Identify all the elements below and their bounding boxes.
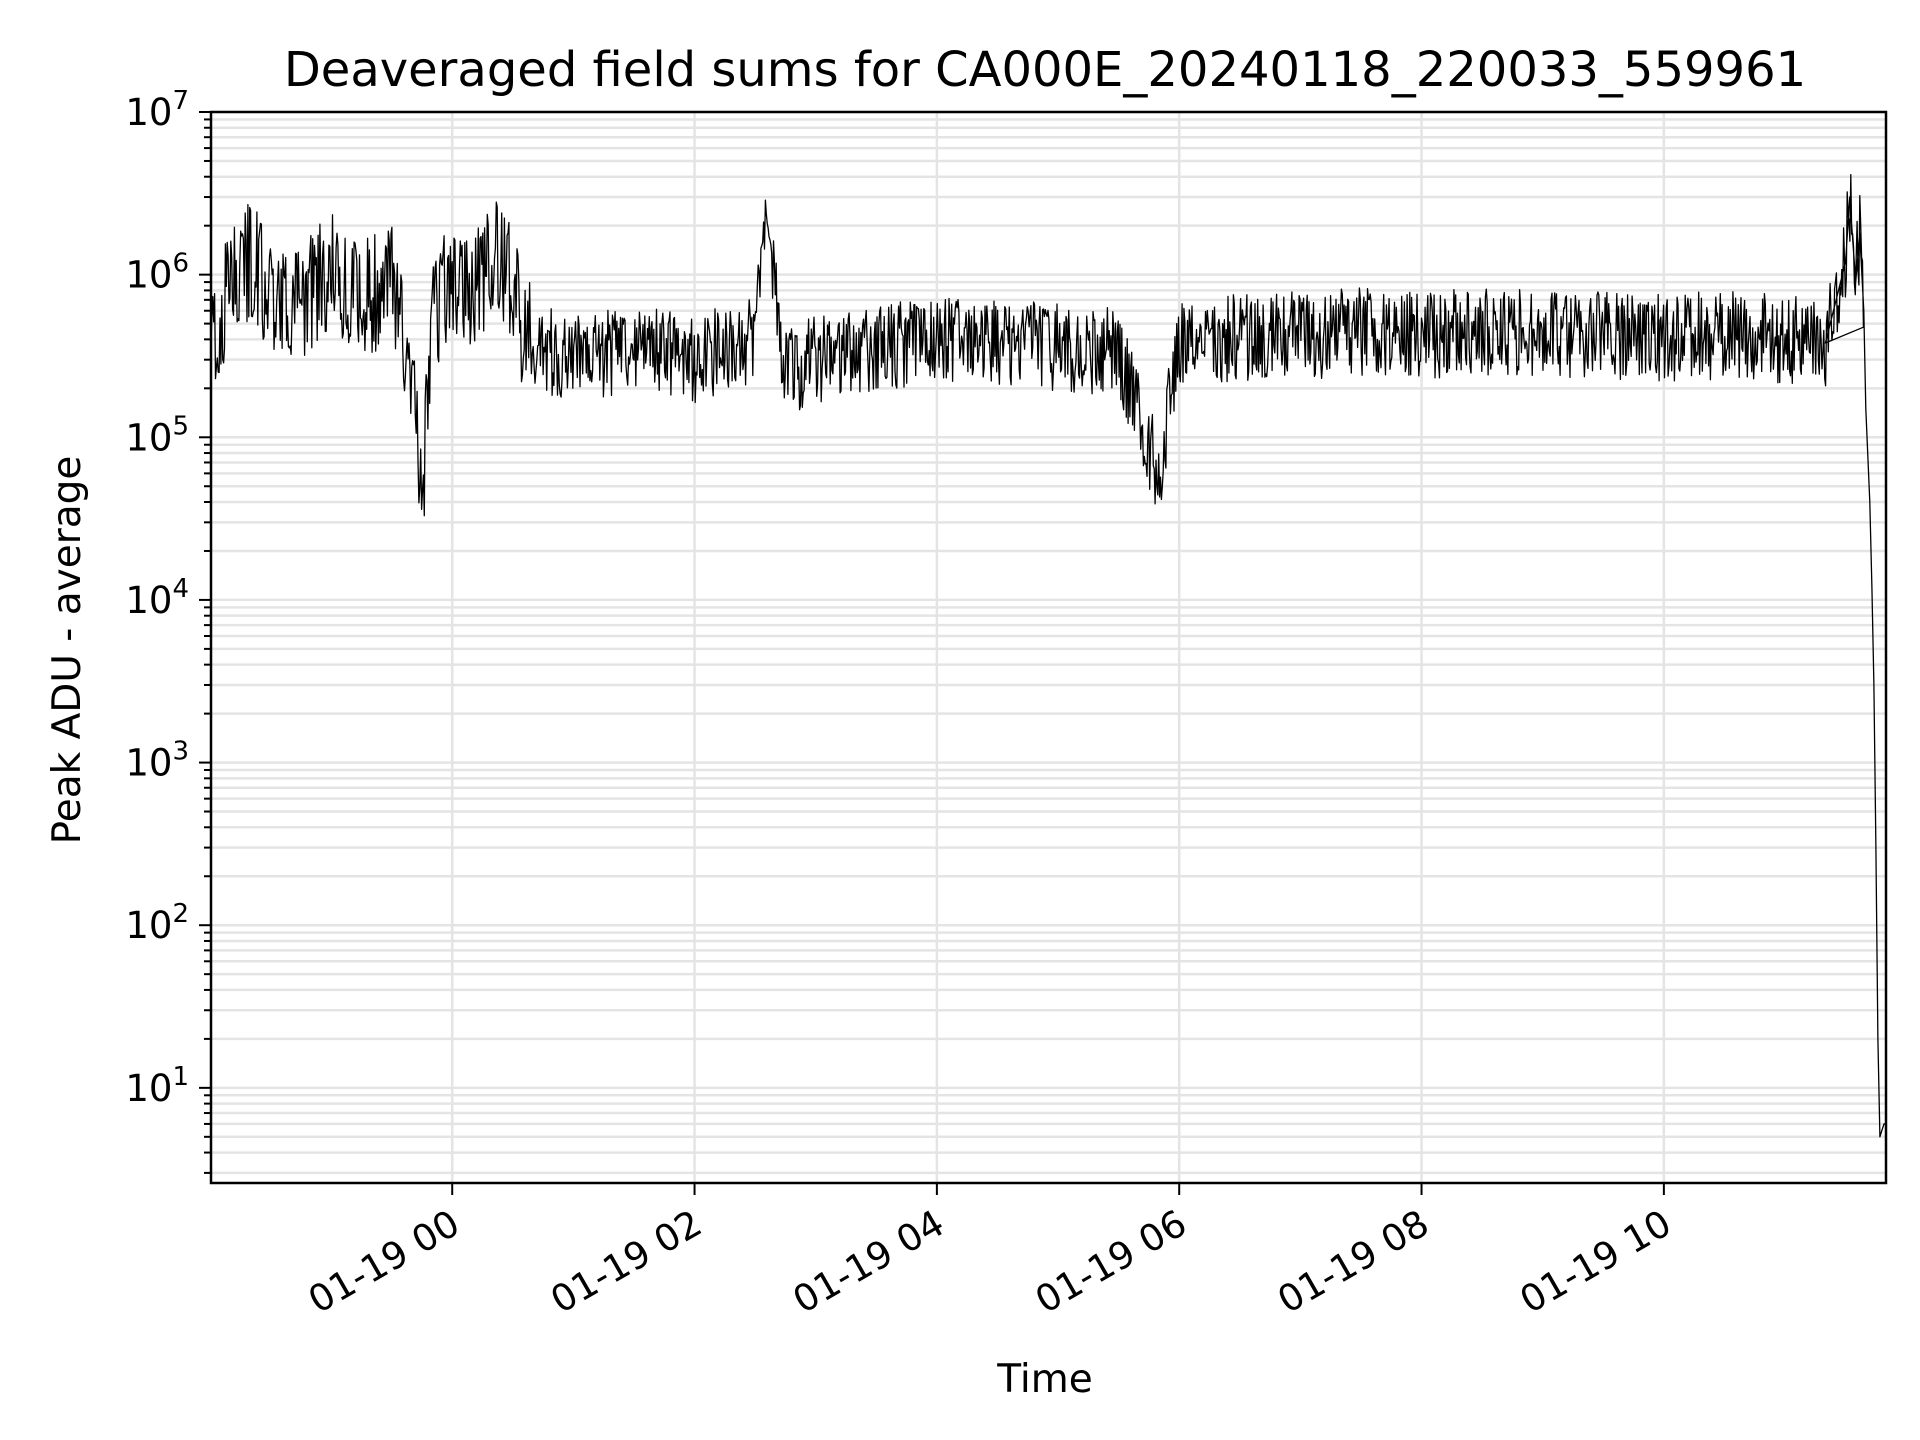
y-tick-label: 106 — [125, 249, 189, 297]
plot-frame — [209, 110, 1888, 1185]
y-tick-label: 104 — [125, 574, 189, 622]
y-tick-label: 103 — [125, 737, 189, 785]
y-tick-label: 105 — [125, 411, 189, 459]
series-line — [210, 173, 1886, 1138]
series-layer — [210, 173, 1887, 1138]
chart-title: Deaveraged field sums for CA000E_2024011… — [284, 42, 1806, 98]
grid — [211, 110, 1886, 1183]
y-tick-label: 107 — [125, 86, 189, 134]
x-axis-label: Time — [996, 1357, 1092, 1402]
y-tick-label: 102 — [125, 899, 189, 947]
y-axis-label: Peak ADU - average — [45, 456, 90, 845]
y-tick-label: 101 — [125, 1062, 189, 1110]
